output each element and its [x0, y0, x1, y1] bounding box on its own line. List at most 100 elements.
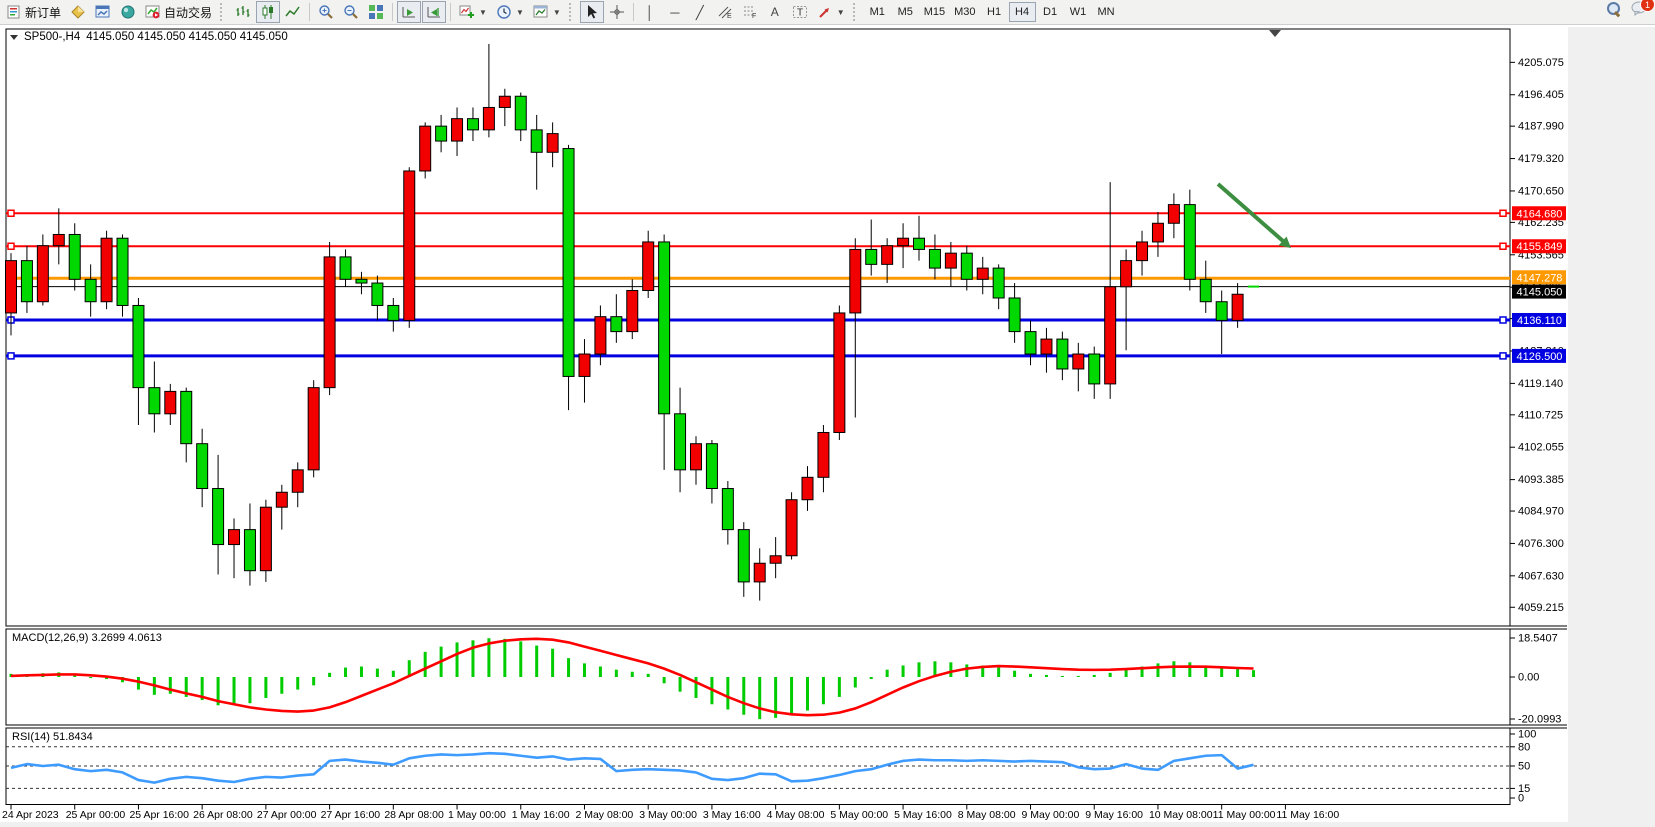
add-indicator-button[interactable]: ▼ — [455, 1, 491, 23]
auto-trading-button[interactable]: 自动交易 — [141, 1, 216, 23]
tile-windows-button[interactable] — [364, 1, 388, 23]
time-label: 1 May 00:00 — [448, 809, 506, 821]
candle — [435, 114, 448, 153]
crosshair-button[interactable] — [605, 1, 629, 23]
timeframe-button-m15[interactable]: M15 — [920, 2, 949, 22]
vertical-line-button[interactable]: │ — [638, 1, 662, 23]
horizontal-line-object[interactable] — [6, 209, 1510, 218]
candle-body — [36, 245, 49, 303]
chart-line-button[interactable] — [281, 1, 305, 23]
timeframe-button-w1[interactable]: W1 — [1065, 2, 1092, 22]
candle — [68, 223, 81, 291]
timeframe-button-mn[interactable]: MN — [1093, 2, 1120, 22]
candle-body — [992, 267, 1005, 299]
market-watch-button[interactable] — [66, 1, 90, 23]
period-button[interactable]: ▼ — [492, 1, 528, 23]
candle — [1056, 331, 1069, 381]
timeframe-button-m5[interactable]: M5 — [892, 2, 919, 22]
time-label: 27 Apr 00:00 — [257, 809, 317, 821]
line-anchor-left[interactable] — [7, 352, 15, 360]
candle — [1120, 249, 1133, 351]
timeframe-button-d1[interactable]: D1 — [1037, 2, 1064, 22]
line-anchor-left[interactable] — [7, 242, 15, 250]
zoom-out-button[interactable] — [339, 1, 363, 23]
chart-shift-button[interactable] — [422, 1, 447, 23]
navigator-button[interactable] — [116, 1, 140, 23]
auto-scroll-button[interactable] — [397, 1, 422, 23]
price-tick-label: 4170.650 — [1518, 185, 1564, 197]
price-line-badge: 4155.849 — [1512, 239, 1566, 254]
chart-shift-icon — [426, 4, 442, 20]
rsi-indicator-label: RSI(14) 51.8434 — [12, 731, 93, 743]
trendline-button[interactable]: ╱ — [688, 1, 712, 23]
candle-body — [514, 95, 527, 131]
candle-body — [594, 316, 607, 355]
right-empty-area — [1568, 27, 1655, 827]
current-price-badge-bg — [1512, 284, 1566, 299]
timeframe-button-m1[interactable]: M1 — [864, 2, 891, 22]
toolbar-separator — [392, 3, 394, 21]
new-order-button[interactable]: 新订单 — [2, 1, 65, 23]
candle-body — [1104, 286, 1117, 385]
candle-body — [307, 387, 320, 471]
candle-body — [753, 562, 766, 583]
price-tick-label: 4093.385 — [1518, 474, 1564, 486]
candle-body — [339, 256, 352, 280]
candle-body — [817, 431, 830, 478]
price-line-badge: 4136.110 — [1512, 312, 1566, 327]
candle — [1183, 189, 1196, 291]
candle — [100, 230, 113, 310]
horizontal-line-object[interactable] — [6, 242, 1510, 250]
data-window-button[interactable] — [91, 1, 115, 23]
text-label-button[interactable]: T — [788, 1, 812, 23]
symbol-dropdown-icon[interactable] — [10, 34, 18, 40]
line-anchor-right[interactable] — [1499, 352, 1507, 360]
chart-shift-marker[interactable] — [1269, 30, 1281, 37]
timeframe-toolbar: M1 M5 M15 M30 H1 H4 D1 W1 MN — [864, 2, 1120, 22]
time-label: 5 May 16:00 — [894, 809, 952, 821]
candle — [387, 297, 400, 332]
template-button[interactable]: ▼ — [529, 1, 565, 23]
candle — [5, 253, 17, 336]
zoom-in-button[interactable] — [314, 1, 338, 23]
rsi-line — [10, 751, 1254, 784]
horizontal-line-button[interactable]: ─ — [663, 1, 687, 23]
timeframe-button-h4[interactable]: H4 — [1008, 2, 1036, 22]
notifications-button[interactable]: 1 — [1631, 0, 1655, 17]
candle-body — [355, 278, 368, 284]
candle — [1199, 260, 1212, 313]
line-anchor-right[interactable] — [1499, 209, 1507, 218]
time-label: 5 May 00:00 — [830, 809, 888, 821]
candle — [514, 92, 527, 142]
fibonacci-button[interactable]: F — [738, 1, 762, 23]
chart-canvas[interactable]: 4205.075 4196.405 4187.990 4179.320 4170.650… — [0, 26, 1655, 827]
trend-arrow-annotation[interactable] — [1216, 182, 1291, 248]
macd-indicator-label: MACD(12,26,9) 3.2699 4.0613 — [12, 632, 162, 644]
price-tick-label: 4119.140 — [1518, 378, 1563, 390]
candle-body — [148, 387, 161, 415]
text-button[interactable]: A — [763, 1, 787, 23]
candle — [642, 230, 655, 298]
candle-body — [610, 316, 623, 333]
arrows-button[interactable]: ▼ — [813, 1, 849, 23]
equidistant-channel-button[interactable]: E — [713, 1, 737, 23]
timeframe-button-m30[interactable]: M30 — [950, 2, 979, 22]
horizontal-line-object[interactable] — [6, 352, 1510, 360]
candle-body — [530, 129, 543, 153]
line-anchor-right[interactable] — [1499, 242, 1507, 250]
chart-bars-button[interactable] — [231, 1, 255, 23]
candle-body — [1136, 241, 1149, 262]
chart-candles-button[interactable] — [256, 1, 281, 23]
cursor-button[interactable] — [579, 1, 604, 23]
price-line-badge: 4164.680 — [1512, 206, 1566, 221]
timeframe-button-h1[interactable]: H1 — [981, 2, 1008, 22]
search-button[interactable] — [1607, 2, 1621, 18]
line-anchor-left[interactable] — [7, 209, 15, 218]
line-anchor-right[interactable] — [1499, 316, 1507, 324]
candle-body — [1024, 331, 1037, 355]
candle-body — [1008, 297, 1021, 333]
macd-scale-label: 18.5407 — [1518, 633, 1558, 645]
candle — [275, 484, 288, 530]
candle — [84, 264, 97, 317]
auto-trading-icon — [145, 4, 161, 20]
